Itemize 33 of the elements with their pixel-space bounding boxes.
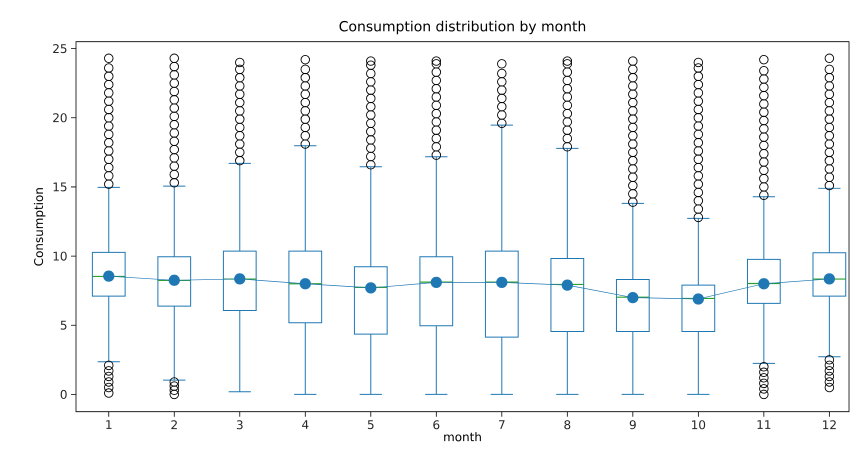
y-tick-label: 5: [60, 320, 66, 330]
x-tick-label: 9: [630, 420, 636, 430]
x-tick-label: 12: [823, 420, 836, 430]
point: [692, 293, 704, 305]
y-tick-label: 25: [53, 44, 66, 54]
point: [103, 270, 114, 282]
x-tick-label: 3: [236, 420, 243, 430]
y-tick-label: 15: [54, 182, 66, 192]
x-tick-label: 11: [758, 420, 770, 429]
point: [758, 278, 770, 290]
point: [300, 278, 311, 290]
y-tick-label: 20: [53, 113, 67, 122]
x-tick-label: 5: [368, 420, 374, 430]
point: [365, 282, 376, 294]
y-tick-label: 10: [54, 252, 67, 261]
x-tick-label: 8: [564, 420, 570, 430]
x-tick-label: 10: [692, 420, 706, 430]
x-tick-label: 1: [106, 420, 112, 429]
y-axis-title: Consumption: [34, 188, 46, 266]
point: [430, 276, 442, 288]
point: [234, 273, 246, 285]
point: [824, 273, 835, 285]
point: [627, 292, 638, 304]
x-tick-label: 7: [498, 420, 505, 429]
x-tick-label: 2: [171, 420, 177, 430]
x-tick-label: 4: [302, 420, 308, 429]
point: [168, 274, 180, 286]
point: [562, 280, 573, 291]
y-tick-label: 0: [60, 390, 67, 399]
x-axis-title: month: [444, 432, 481, 442]
point: [496, 276, 508, 288]
x-tick-label: 6: [433, 420, 440, 430]
chart-title: Consumption distribution by month: [340, 20, 586, 34]
